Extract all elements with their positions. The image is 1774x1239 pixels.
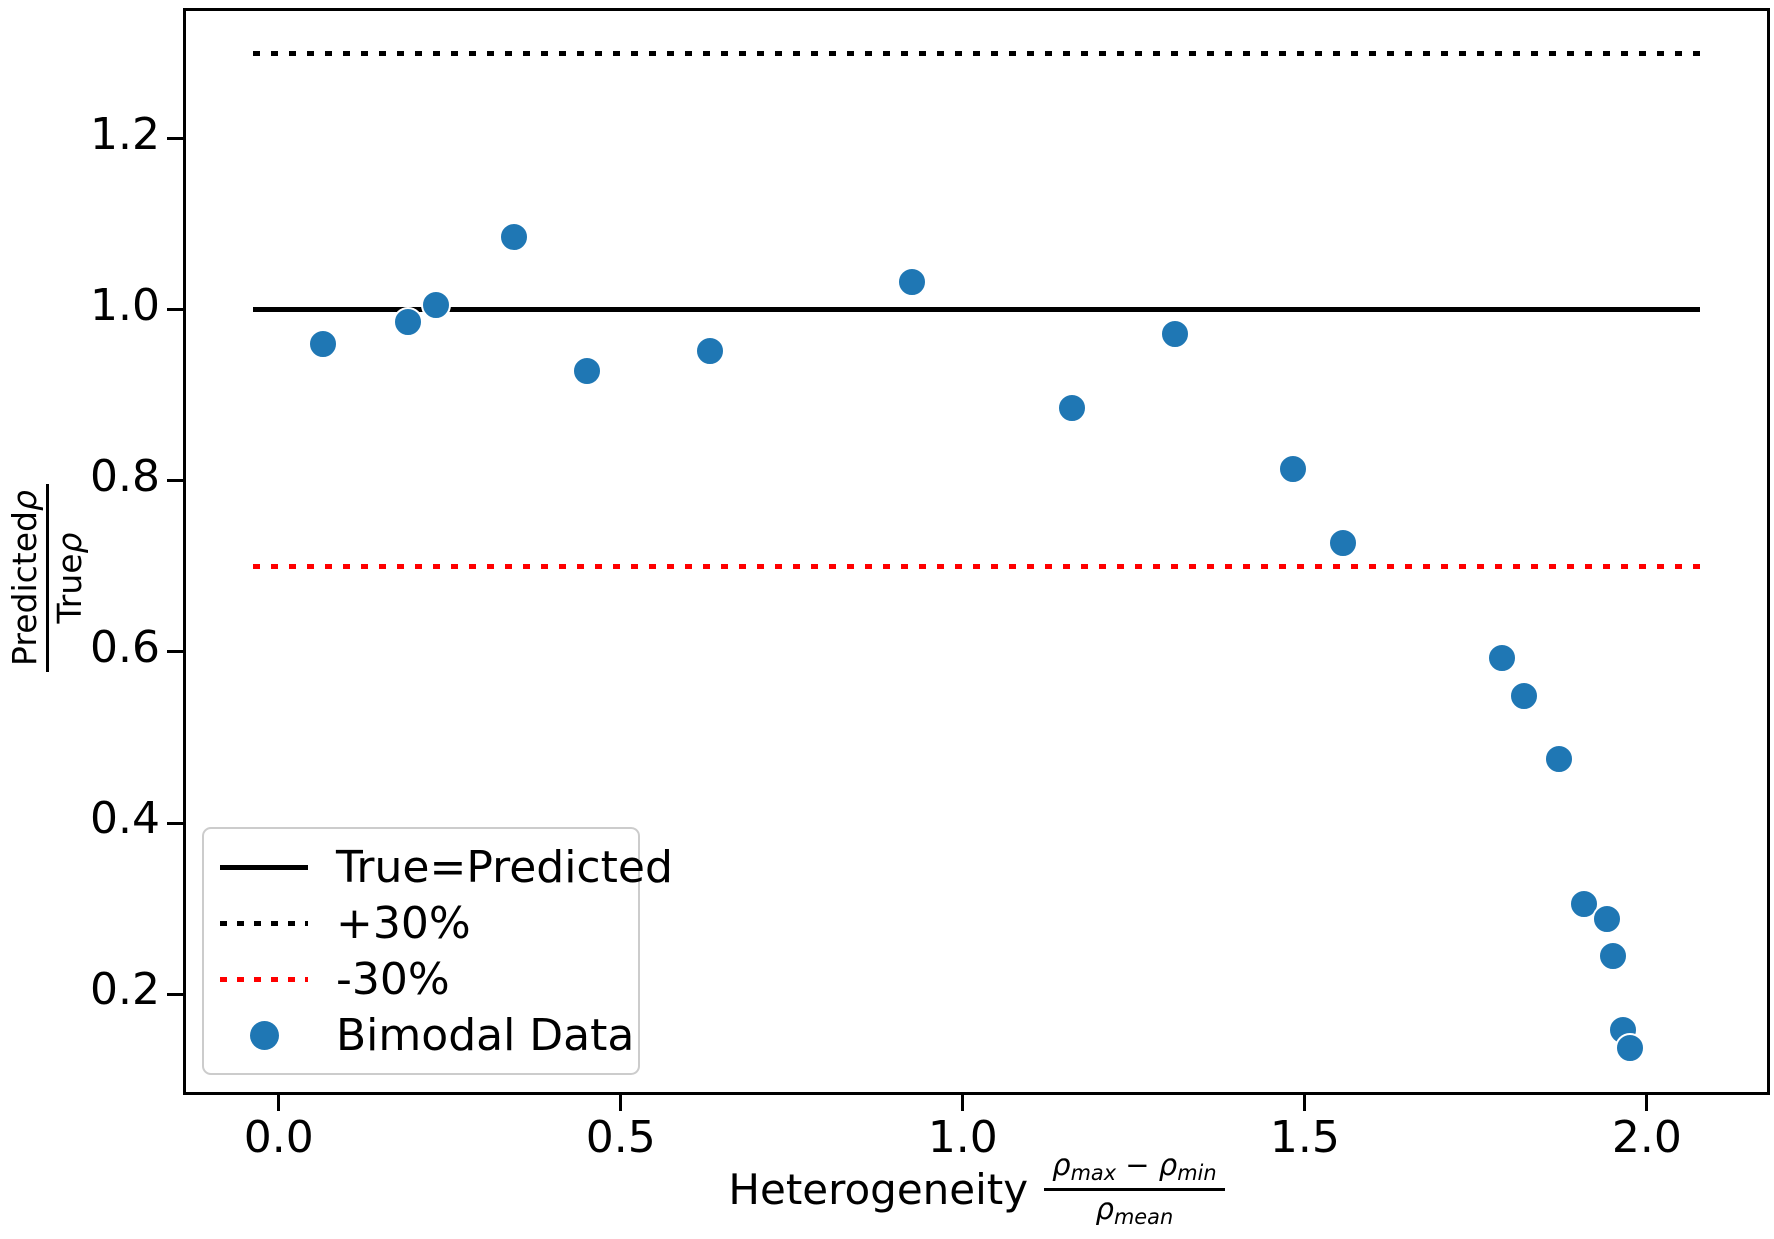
y-tick: [167, 650, 183, 654]
y-tick-label: 0.4: [90, 793, 160, 845]
y-axis-label-fraction: Predictedρ Trueρ: [5, 484, 89, 672]
y-tick: [167, 821, 183, 825]
data-point: [499, 222, 530, 253]
scatter-dot-icon: [220, 1020, 308, 1050]
y-tick: [167, 308, 183, 312]
data-point: [694, 335, 725, 366]
dotted-red-line-icon: [220, 976, 308, 982]
data-point: [307, 329, 338, 360]
y-axis-fraction-numerator: Predictedρ: [5, 484, 49, 672]
legend-label: Bimodal Data: [336, 1009, 635, 1061]
x-tick: [1303, 1095, 1307, 1111]
legend-entry-minus30: -30%: [204, 953, 638, 1005]
x-tick-label: 1.0: [927, 1112, 998, 1163]
y-axis-label: Predictedρ Trueρ: [0, 433, 95, 723]
data-point: [1614, 1032, 1645, 1063]
x-axis-label: Heterogeneity ρmax − ρmin ρmean: [183, 1149, 1770, 1230]
data-point: [1543, 743, 1574, 774]
data-point: [571, 355, 602, 386]
plus-30-percent-line: [253, 50, 1701, 56]
y-tick-label: 0.6: [90, 621, 160, 673]
legend-label: -30%: [336, 953, 450, 1005]
minus-30-percent-line: [253, 563, 1701, 569]
solid-line-icon: [220, 864, 308, 870]
x-tick: [619, 1095, 623, 1111]
y-tick: [167, 137, 183, 141]
x-axis-label-text: Heterogeneity: [728, 1165, 1029, 1215]
legend-entry-bimodal-data: Bimodal Data: [204, 1009, 638, 1061]
data-point: [1486, 642, 1517, 673]
x-tick-label: 2.0: [1611, 1112, 1682, 1163]
y-tick: [167, 992, 183, 996]
x-tick: [277, 1095, 281, 1111]
legend-entry-plus30: +30%: [204, 897, 638, 949]
legend: True=Predicted +30% -30% Bimodal Data: [202, 827, 673, 1075]
legend-label: +30%: [336, 897, 471, 949]
data-point: [1056, 393, 1087, 424]
data-point: [897, 266, 928, 297]
data-point: [1592, 903, 1623, 934]
x-tick-label: 1.5: [1269, 1112, 1340, 1163]
true-equals-predicted-line: [253, 307, 1701, 313]
y-tick-label: 1.0: [90, 279, 160, 331]
x-tick: [1645, 1095, 1649, 1111]
x-axis-fraction-numerator: ρmax − ρmin: [1044, 1149, 1225, 1192]
x-tick: [961, 1095, 965, 1111]
y-tick-label: 0.2: [90, 964, 160, 1016]
data-point: [1597, 940, 1628, 971]
legend-entry-true-predicted: True=Predicted: [204, 841, 673, 893]
dotted-black-line-icon: [220, 920, 308, 926]
data-point: [1568, 889, 1599, 920]
data-point: [1278, 453, 1309, 484]
y-tick: [167, 479, 183, 483]
data-point: [1159, 318, 1190, 349]
x-axis-fraction-denominator: ρmean: [1095, 1192, 1174, 1230]
data-point: [393, 306, 424, 337]
data-point: [1328, 527, 1359, 558]
x-axis-label-fraction: ρmax − ρmin ρmean: [1044, 1149, 1225, 1230]
y-axis-fraction-denominator: Trueρ: [49, 532, 89, 624]
legend-label: True=Predicted: [336, 841, 673, 893]
x-tick-label: 0.5: [585, 1112, 656, 1163]
y-tick-label: 0.8: [90, 450, 160, 502]
x-tick-label: 0.0: [243, 1112, 314, 1163]
y-tick-label: 1.2: [90, 108, 160, 160]
data-point: [1508, 680, 1539, 711]
data-point: [421, 289, 452, 320]
